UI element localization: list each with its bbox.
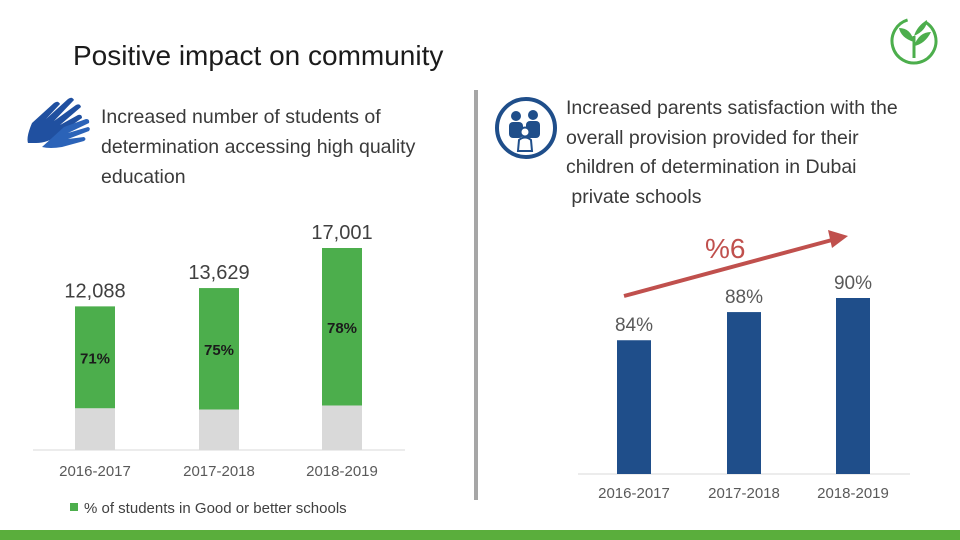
- left-text-line: Increased number of students of: [101, 106, 381, 128]
- trend-arrow-head: [828, 230, 848, 248]
- family-icon: [495, 97, 557, 159]
- trend-arrow-line: [623, 238, 833, 298]
- right-text-line: overall provision provided for their: [566, 126, 859, 149]
- total-label: 13,629: [188, 262, 249, 284]
- value-label: 90%: [834, 273, 872, 294]
- x-tick-label: 2016-2017: [59, 463, 131, 480]
- left-text-line: education: [101, 166, 186, 188]
- right-text-line: children of determination in Dubai: [566, 156, 857, 178]
- x-tick-label: 2018-2019: [306, 463, 378, 480]
- percent-label: 78%: [327, 320, 357, 337]
- x-tick-label: 2017-2018: [183, 463, 255, 480]
- legend-label: % of students in Good or better schools: [84, 500, 347, 517]
- page-title: Positive impact on community: [73, 40, 444, 71]
- total-label: 12,088: [64, 280, 125, 302]
- x-tick-label: 2018-2019: [817, 485, 889, 502]
- divider: [474, 90, 478, 500]
- sprout-logo-icon: [890, 17, 938, 65]
- bar-satisfaction: [836, 298, 870, 474]
- hand-icon: [27, 97, 90, 148]
- trend-annotation: %6: [705, 233, 745, 264]
- total-label: 17,001: [311, 222, 372, 244]
- right-text-line: private schools: [566, 185, 702, 208]
- x-tick-label: 2016-2017: [598, 485, 670, 502]
- bar-good-or-better: [75, 306, 115, 409]
- bar-remainder: [322, 405, 362, 450]
- bar-remainder: [199, 409, 239, 450]
- value-label: 88%: [725, 287, 763, 308]
- right-text-line: Increased parents satisfaction with the: [566, 97, 898, 119]
- bar-good-or-better: [322, 248, 362, 406]
- left-description: Increased number of students of determin…: [101, 102, 415, 192]
- bar-remainder: [75, 408, 115, 450]
- bar-satisfaction: [617, 340, 651, 474]
- bar-good-or-better: [199, 288, 239, 410]
- x-tick-label: 2017-2018: [708, 485, 780, 502]
- percent-label: 75%: [204, 342, 234, 359]
- value-label: 84%: [615, 315, 653, 336]
- right-description: Increased parents satisfaction with the …: [566, 94, 898, 212]
- legend-swatch: [70, 503, 78, 511]
- footer-bar: [0, 530, 960, 540]
- bar-satisfaction: [727, 312, 761, 474]
- left-text-line: determination accessing high quality: [101, 136, 416, 158]
- percent-label: 71%: [80, 350, 110, 367]
